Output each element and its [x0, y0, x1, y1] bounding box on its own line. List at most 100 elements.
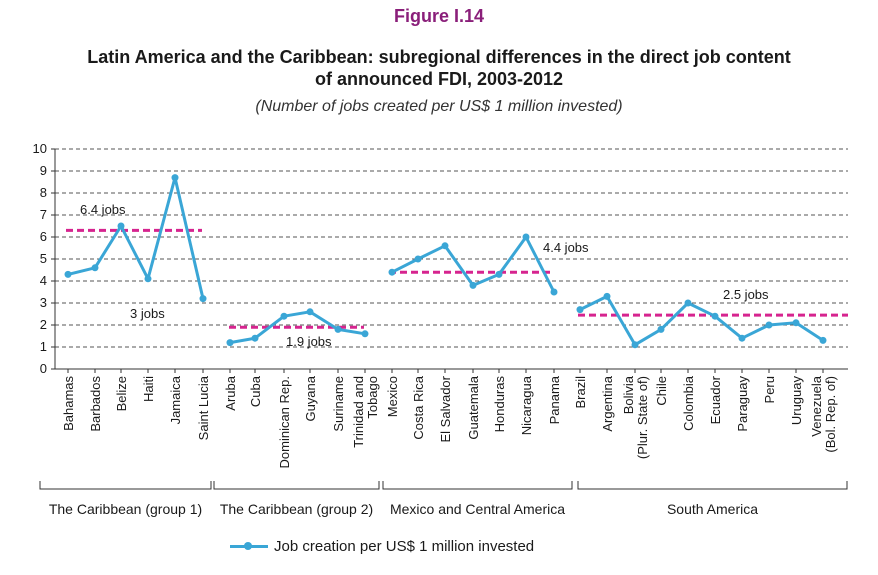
x-tick-label-line: Tobago [365, 376, 380, 419]
group-label: Mexico and Central America [390, 501, 565, 517]
x-tick-label: Chile [654, 376, 669, 406]
data-point [64, 270, 72, 278]
x-tick-label: Barbados [88, 376, 103, 432]
legend: Job creation per US$ 1 million invested [230, 536, 534, 556]
x-tick-label-line: (Plur. State of) [635, 376, 650, 459]
x-tick-label: Brazil [573, 376, 588, 409]
x-tick-label: El Salvador [438, 375, 453, 442]
legend-series-label: Job creation per US$ 1 million invested [274, 537, 535, 555]
data-point [361, 330, 369, 338]
x-tick-label: Saint Lucia [196, 375, 211, 440]
average-label: 6.4 jobs [80, 202, 126, 217]
y-tick-label: 6 [40, 229, 47, 244]
x-tick-label: Guyana [303, 375, 318, 421]
data-point [495, 270, 503, 278]
group-label: The Caribbean (group 1) [49, 501, 202, 517]
y-tick-label: 5 [40, 251, 47, 266]
y-tick-label: 8 [40, 185, 47, 200]
data-point [117, 222, 125, 230]
x-tick-label: Trinidad andTobago [351, 376, 380, 448]
average-label: 2.5 jobs [723, 287, 769, 302]
data-point [469, 281, 477, 289]
data-point [91, 264, 99, 272]
figure-label: Figure I.14 [393, 6, 485, 26]
y-tick-label: 4 [40, 273, 47, 288]
data-point [441, 242, 449, 250]
data-point [388, 268, 396, 276]
data-point [657, 325, 665, 333]
x-tick-label: Aruba [223, 375, 238, 410]
data-point [819, 336, 827, 344]
chart-title-line-2: of announced FDI, 2003-2012 [314, 69, 564, 89]
average-label: 4.4 jobs [543, 240, 589, 255]
legend-series-swatch [230, 541, 268, 550]
x-tick-label: Bahamas [61, 376, 76, 431]
data-point [576, 306, 584, 314]
x-tick-label: Colombia [681, 375, 696, 431]
x-tick-label: Cuba [248, 375, 263, 407]
group-bracket [382, 481, 573, 490]
x-tick-label: Costa Rica [411, 375, 426, 439]
data-point [603, 292, 611, 300]
series-line [229, 310, 366, 345]
data-point [199, 295, 207, 303]
group-label: The Caribbean (group 2) [220, 501, 373, 517]
data-point [792, 319, 800, 327]
x-tick-label: Belize [114, 376, 129, 411]
data-point [251, 334, 259, 342]
annotation-label: 3 jobs [130, 306, 165, 321]
data-point [631, 341, 639, 349]
data-point [306, 308, 314, 316]
data-point [414, 255, 422, 263]
data-point [684, 299, 692, 307]
x-tick-label: Haiti [141, 376, 156, 402]
x-tick-label: Peru [762, 376, 777, 403]
x-tick-label: Honduras [492, 376, 507, 433]
data-point [171, 174, 179, 182]
x-tick-label-line: Trinidad and [351, 376, 366, 448]
chart-title: Latin America and the Caribbean: subregi… [0, 46, 878, 90]
x-tick-label: Guatemala [466, 375, 481, 439]
x-tick-label: Dominican Rep. [277, 376, 292, 469]
y-tick-label: 2 [40, 317, 47, 332]
x-tick-label-line: Venezuela [809, 375, 824, 436]
data-point [334, 325, 342, 333]
data-point [765, 321, 773, 329]
group-bracket [213, 481, 380, 490]
y-tick-label: 1 [40, 339, 47, 354]
x-tick-label: Panama [547, 375, 562, 424]
x-tick-label: Suriname [331, 376, 346, 432]
data-point [144, 275, 152, 283]
series-line [579, 294, 824, 347]
x-tick-label: Argentina [600, 375, 615, 431]
data-point [738, 334, 746, 342]
y-tick-label: 9 [40, 163, 47, 178]
data-point [226, 339, 234, 347]
x-tick-label: Paraguay [735, 376, 750, 432]
x-tick-label: Ecuador [708, 375, 723, 424]
data-point [522, 233, 530, 241]
y-tick-label: 10 [33, 141, 47, 156]
legend-marker [244, 541, 252, 550]
x-tick-label-line: (Bol. Rep. of) [823, 376, 838, 453]
chart-subtitle: (Number of jobs created per US$ 1 millio… [255, 98, 623, 115]
data-point [711, 312, 719, 320]
group-bracket [39, 481, 212, 490]
chart-title-line-1: Latin America and the Caribbean: subregi… [87, 47, 791, 67]
group-label: South America [667, 501, 758, 517]
x-tick-label-line: Bolivia [621, 375, 636, 414]
average-label: 1.9 jobs [286, 334, 332, 349]
y-tick-label: 3 [40, 295, 47, 310]
x-tick-label: Bolivia(Plur. State of) [621, 375, 650, 459]
x-tick-label: Venezuela(Bol. Rep. of) [809, 375, 838, 452]
x-tick-label: Jamaica [168, 375, 183, 424]
data-point [280, 312, 288, 320]
x-tick-label: Uruguay [789, 376, 804, 426]
x-tick-label: Mexico [385, 376, 400, 417]
group-bracket [577, 481, 848, 490]
y-tick-label: 0 [40, 361, 47, 376]
y-tick-label: 7 [40, 207, 47, 222]
series-line [67, 176, 205, 299]
x-tick-label: Nicaragua [519, 375, 534, 435]
